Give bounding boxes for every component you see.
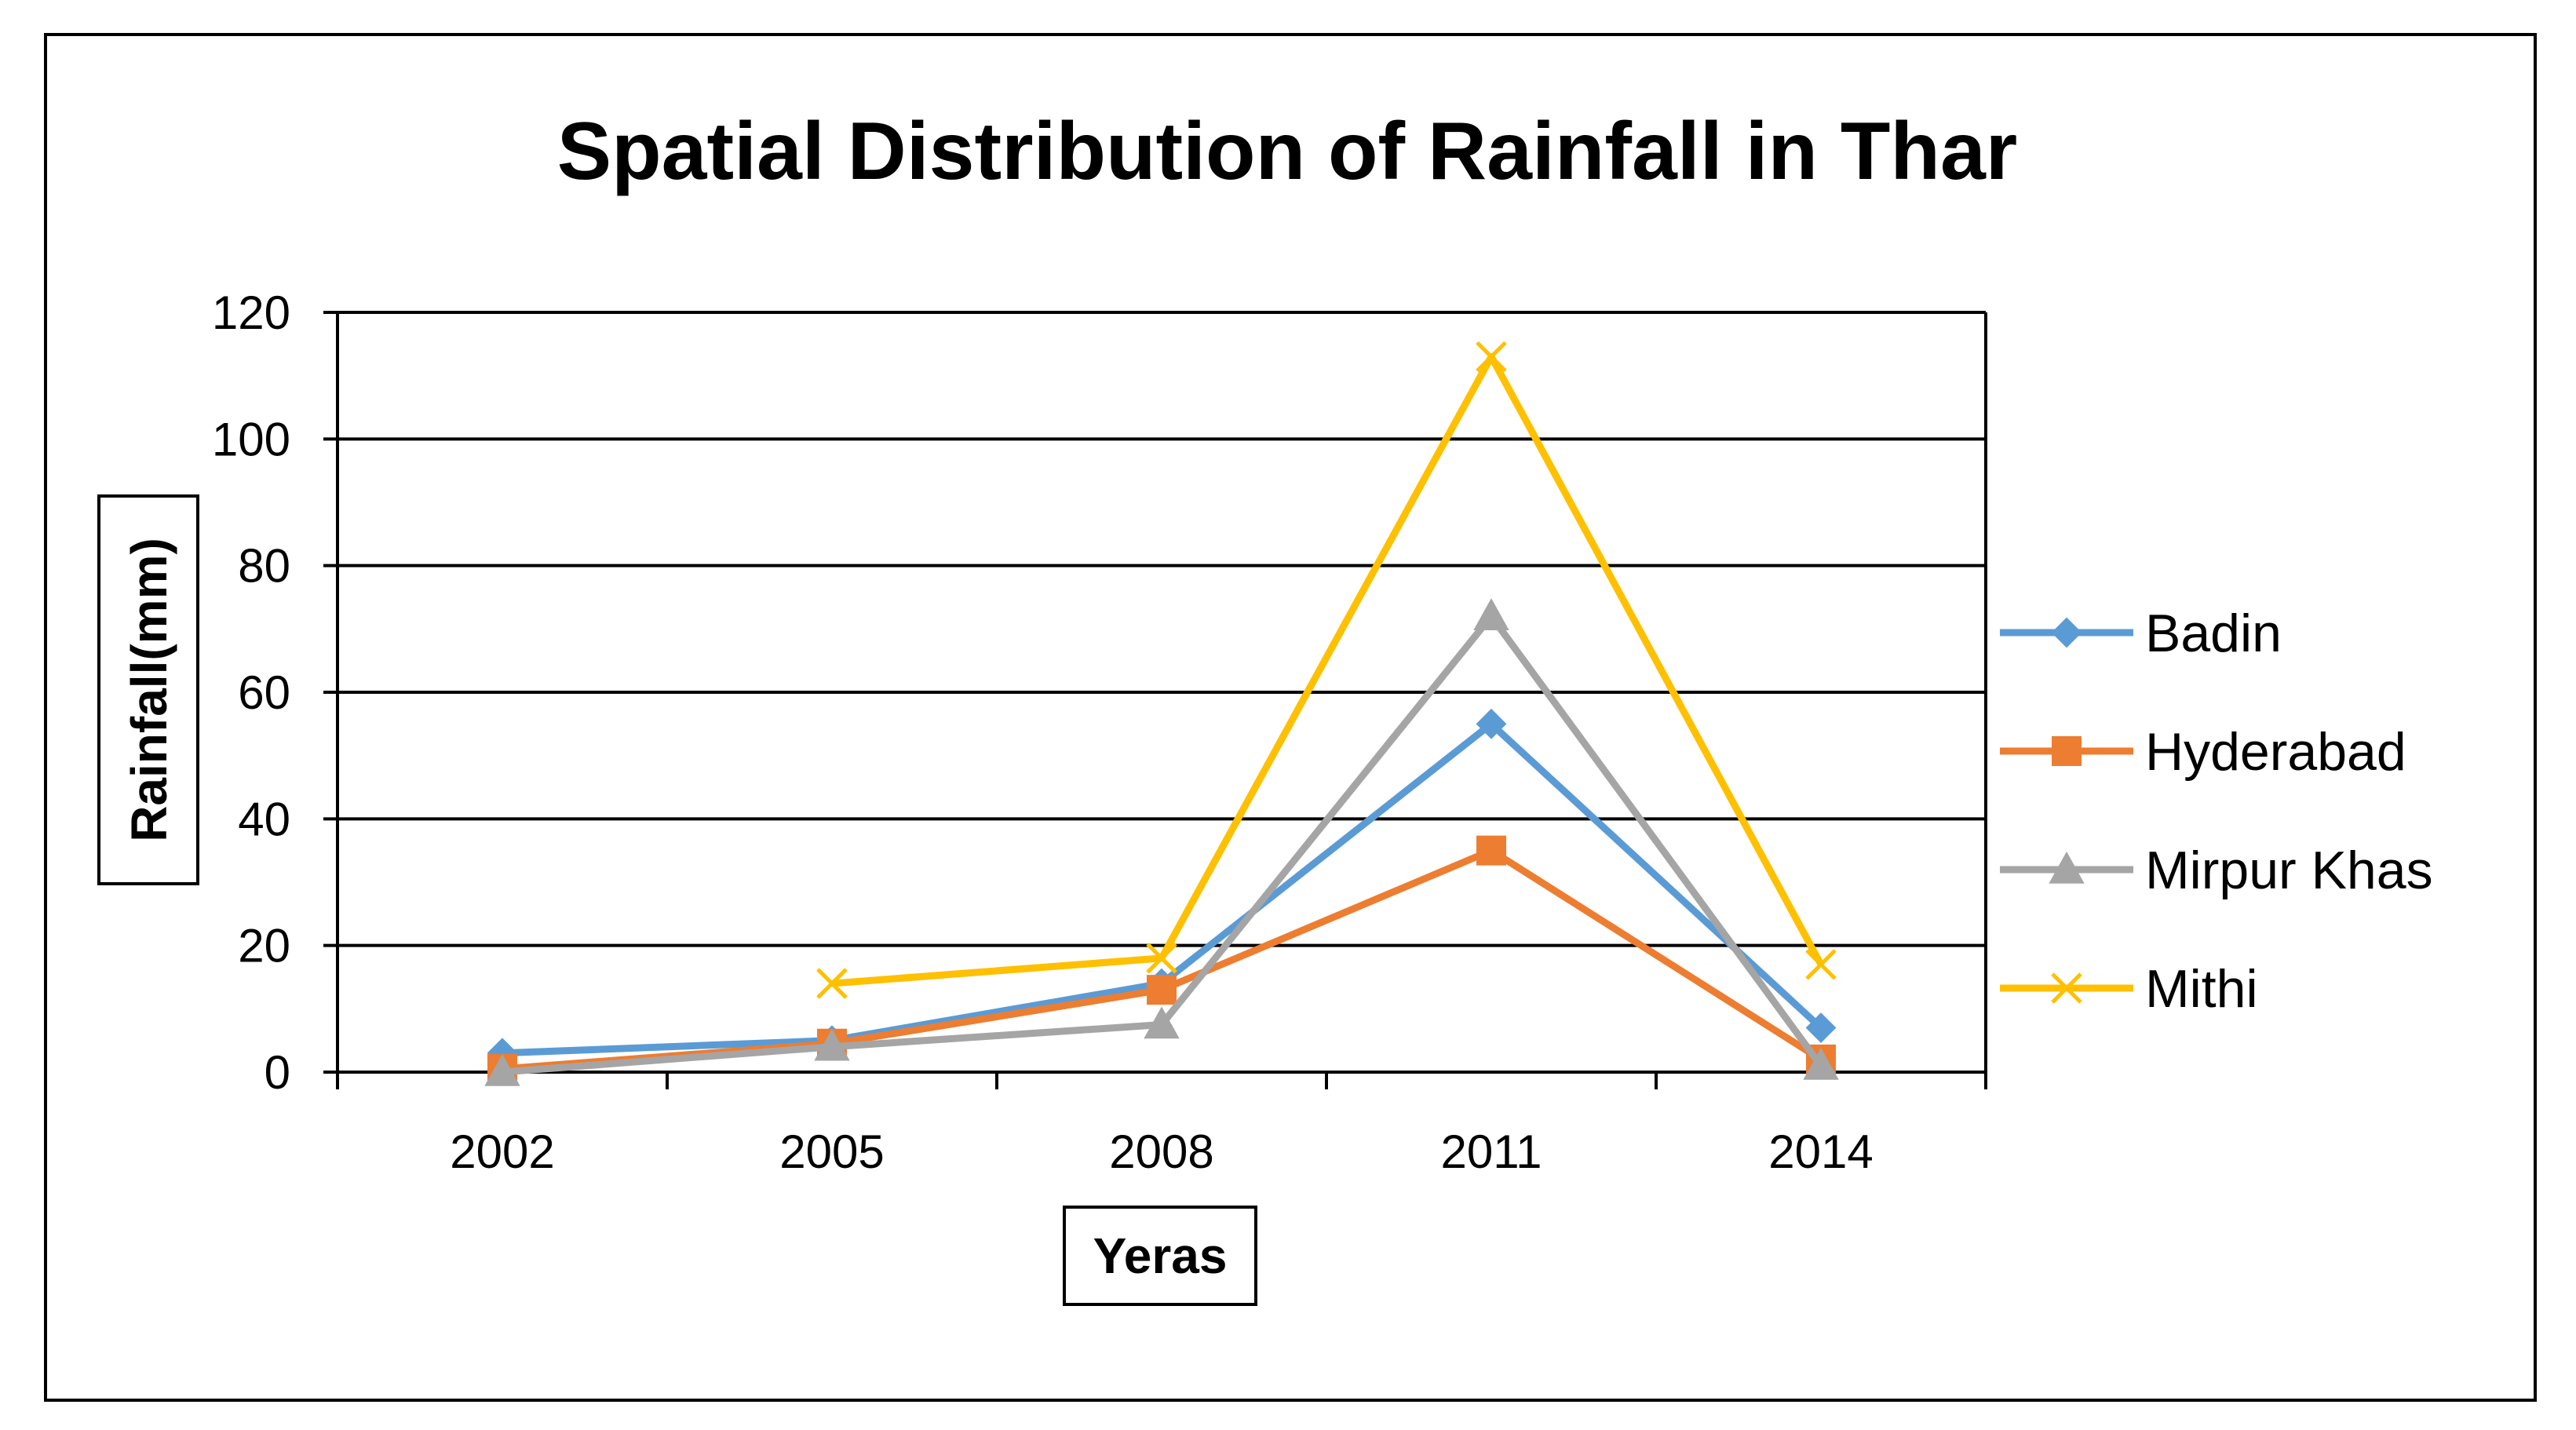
x-tick-label-2008: 2008 <box>1109 1125 1213 1178</box>
point-mithi-2008 <box>1146 943 1177 974</box>
series-layer <box>484 341 1839 1086</box>
point-mithi-2011 <box>1476 341 1507 373</box>
y-tick-label-20: 20 <box>238 920 290 972</box>
legend-marker-mirpur-khas <box>2049 851 2085 884</box>
point-mithi-2011-stroke-b <box>1476 341 1507 373</box>
point-hyderabad-2008 <box>1147 975 1177 1005</box>
series-line-mithi <box>831 352 1824 987</box>
point-mirpur-khas-2008 <box>1144 1006 1180 1039</box>
y-tick-label-60: 60 <box>238 666 290 719</box>
y-axis-title-box <box>97 494 199 885</box>
legend-label-badin: Badin <box>2145 604 2282 663</box>
legend: Badin Hyderabad Mirpur Khas Mithi <box>2000 604 2433 1019</box>
point-mithi-2005 <box>816 968 848 999</box>
point-mithi-2014-stroke-b <box>1805 949 1837 980</box>
x-axis-title: Yeras <box>1093 1228 1228 1284</box>
x-axis-title-box <box>1063 1206 1257 1306</box>
x-tick-label-2014: 2014 <box>1768 1125 1873 1178</box>
point-mithi-2008-stroke-b <box>1146 943 1177 974</box>
point-badin-2014 <box>1805 1012 1837 1043</box>
point-badin-2011 <box>1476 708 1507 739</box>
point-mirpur-khas-2011 <box>1473 598 1509 630</box>
legend-label-mithi: Mithi <box>2145 959 2258 1019</box>
y-tick-label-100: 100 <box>212 413 290 465</box>
point-mirpur-khas-2014 <box>1803 1047 1839 1080</box>
legend-marker-hyderabad <box>2052 736 2082 766</box>
legend-item-mirpur-khas: Mirpur Khas <box>2000 841 2433 900</box>
legend-item-hyderabad: Hyderabad <box>2000 722 2406 782</box>
point-mithi-2005-stroke-b <box>816 968 848 999</box>
legend-marker-mithi <box>2051 972 2082 1004</box>
legend-item-mithi: Mithi <box>2000 959 2258 1019</box>
y-axis-title: Rainfall(mm) <box>121 538 177 842</box>
point-mirpur-khas-2002 <box>484 1053 520 1086</box>
x-tick-label-2011: 2011 <box>1440 1125 1542 1178</box>
y-tick-label-120: 120 <box>212 286 290 339</box>
x-tick-label-2005: 2005 <box>779 1125 884 1178</box>
legend-label-mirpur-khas: Mirpur Khas <box>2145 841 2433 900</box>
legend-marker-badin <box>2051 617 2082 648</box>
y-tick-label-80: 80 <box>238 540 290 593</box>
y-tick-label-0: 0 <box>265 1046 290 1099</box>
point-hyderabad-2011 <box>1476 835 1506 866</box>
legend-marker-mithi-stroke-b <box>2051 972 2082 1004</box>
x-tick-label-2002: 2002 <box>450 1125 554 1178</box>
chart-title: Spatial Distribution of Rainfall in Thar <box>557 106 2018 197</box>
legend-label-hyderabad: Hyderabad <box>2145 722 2406 782</box>
point-mithi-2014 <box>1805 949 1837 980</box>
legend-item-badin: Badin <box>2000 604 2282 663</box>
point-mirpur-khas-2005 <box>814 1028 850 1061</box>
axis-layer: 0 20 40 60 80 100 120 2002 2005 2008 2011 2014 <box>212 286 1987 1178</box>
y-tick-label-40: 40 <box>238 793 290 845</box>
